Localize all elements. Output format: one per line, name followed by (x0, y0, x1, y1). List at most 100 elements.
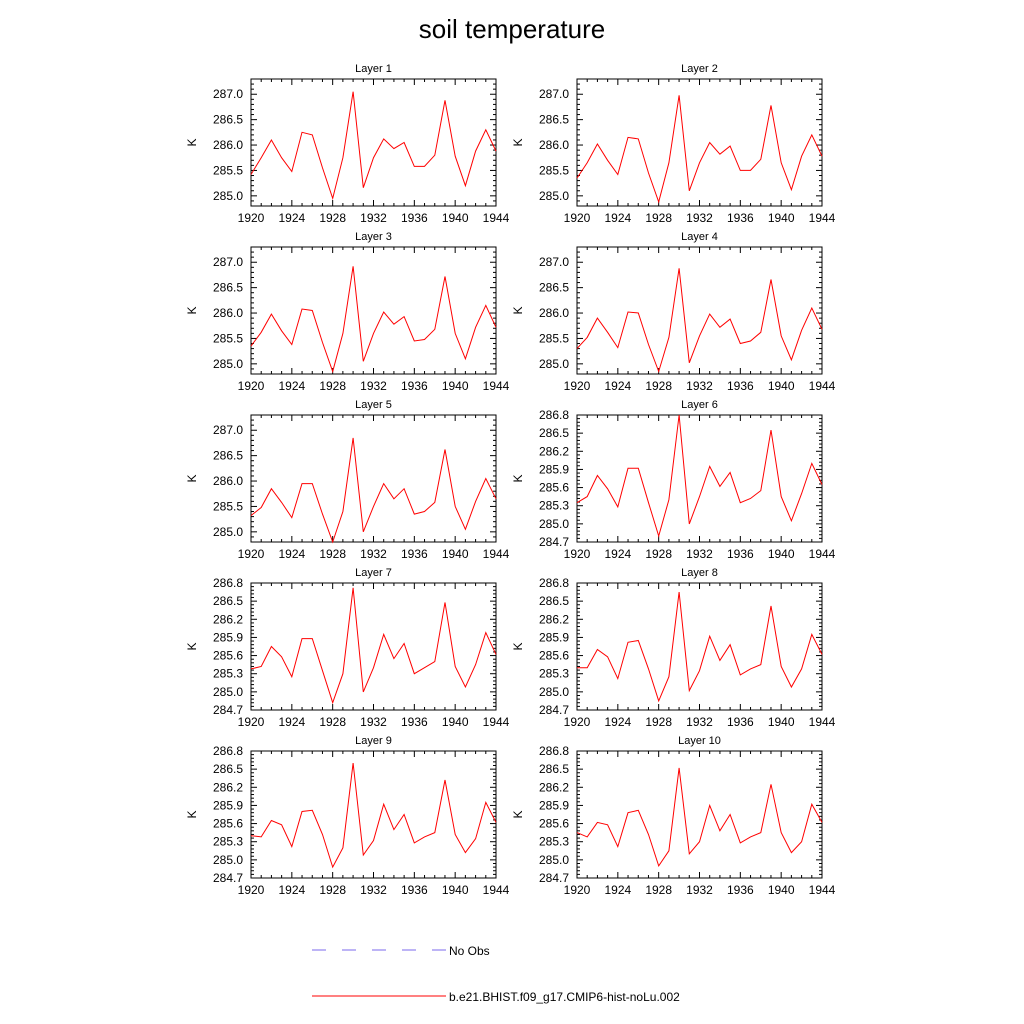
plot-frame (576, 414, 823, 543)
x-tick-label: 1936 (727, 715, 754, 729)
y-tick-label: 286.5 (213, 281, 243, 295)
y-tick-label: 285.0 (213, 685, 243, 699)
y-tick-label: 287.0 (539, 87, 569, 101)
x-tick-label: 1940 (442, 883, 469, 897)
x-tick-label: 1940 (442, 379, 469, 393)
panel-title: Layer 9 (355, 735, 392, 747)
y-tick-label: 286.2 (539, 444, 569, 458)
x-tick-label: 1944 (809, 883, 836, 897)
y-tick-label: 286.8 (539, 744, 569, 758)
panel-title: Layer 3 (355, 231, 392, 243)
panel-2: Layer 2 K 1920 1924 1928 1932 1936 1940 1944 285.… (511, 63, 836, 225)
x-tick-label: 1928 (319, 379, 346, 393)
panel-7: Layer 7 K 1920 1924 1928 1932 1936 1940 1944 284.… (185, 567, 510, 729)
x-tick-label: 1920 (238, 211, 265, 225)
y-tick-label: 286.5 (213, 449, 243, 463)
plot-frame (576, 78, 823, 207)
plot-frame (250, 414, 497, 543)
x-tick-label: 1924 (604, 715, 631, 729)
y-tick-label: 286.2 (539, 612, 569, 626)
x-tick-label: 1932 (686, 883, 713, 897)
y-tick-label: 285.6 (539, 817, 569, 831)
x-tick-label: 1920 (564, 547, 591, 561)
x-tick-label: 1936 (401, 379, 428, 393)
panel-title: Layer 10 (678, 735, 721, 747)
x-tick-label: 1936 (727, 211, 754, 225)
y-tick-label: 285.6 (213, 649, 243, 663)
x-tick-label: 1924 (604, 547, 631, 561)
x-tick-label: 1940 (768, 211, 795, 225)
y-tick-label: 286.5 (213, 113, 243, 127)
panel-10: Layer 10 K 1920 1924 1928 1932 1936 1940 1944 284… (511, 735, 836, 897)
x-tick-label: 1924 (278, 211, 305, 225)
panel-title: Layer 5 (355, 399, 392, 411)
chart-title: soil temperature (418, 14, 606, 44)
y-tick-label: 287.0 (213, 423, 243, 437)
y-tick-label: 286.2 (213, 780, 243, 794)
x-tick-label: 1924 (604, 883, 631, 897)
panel-1: Layer 1 K 1920 1924 1928 1932 1936 1940 1944 285.… (185, 63, 510, 225)
y-tick-label: 285.5 (213, 499, 243, 513)
x-tick-label: 1940 (768, 715, 795, 729)
y-tick-label: 286.0 (539, 306, 569, 320)
y-axis-label: K (185, 138, 199, 146)
y-tick-label: 285.9 (539, 798, 569, 812)
series-line (576, 95, 823, 204)
x-tick-label: 1928 (319, 211, 346, 225)
x-tick-label: 1936 (401, 715, 428, 729)
x-tick-label: 1920 (564, 211, 591, 225)
x-tick-label: 1932 (360, 379, 387, 393)
legend-model-label: b.e21.BHIST.f09_g17.CMIP6-hist-noLu.002 (449, 990, 680, 1004)
y-axis-label: K (511, 474, 525, 482)
y-axis-label: K (185, 306, 199, 314)
x-tick-label: 1924 (604, 379, 631, 393)
legend-obs-label: No Obs (449, 944, 490, 958)
series-line (576, 767, 823, 868)
y-tick-label: 286.0 (213, 138, 243, 152)
x-tick-label: 1944 (483, 883, 510, 897)
x-tick-label: 1932 (360, 211, 387, 225)
y-tick-label: 285.3 (539, 835, 569, 849)
x-tick-label: 1936 (727, 883, 754, 897)
x-tick-label: 1940 (768, 379, 795, 393)
y-tick-label: 287.0 (213, 87, 243, 101)
panel-3: Layer 3 K 1920 1924 1928 1932 1936 1940 1944 285.… (185, 231, 510, 393)
series-line (250, 437, 497, 544)
x-tick-label: 1936 (727, 379, 754, 393)
x-tick-label: 1920 (564, 883, 591, 897)
plot-frame (250, 582, 497, 711)
panel-title: Layer 6 (681, 399, 718, 411)
panel-title: Layer 4 (681, 231, 718, 243)
x-tick-label: 1932 (686, 715, 713, 729)
y-tick-label: 286.5 (539, 762, 569, 776)
y-tick-label: 285.0 (539, 189, 569, 203)
y-tick-label: 285.5 (213, 163, 243, 177)
y-tick-label: 285.3 (539, 667, 569, 681)
y-axis-label: K (185, 474, 199, 482)
y-tick-label: 286.0 (213, 306, 243, 320)
panel-9: Layer 9 K 1920 1924 1928 1932 1936 1940 1944 284.… (185, 735, 510, 897)
plot-frame (250, 78, 497, 207)
y-tick-label: 285.5 (539, 331, 569, 345)
x-tick-label: 1924 (278, 715, 305, 729)
y-axis-label: K (511, 642, 525, 650)
y-tick-label: 286.8 (213, 744, 243, 758)
y-tick-label: 285.9 (213, 798, 243, 812)
panel-title: Layer 8 (681, 567, 718, 579)
series-line (250, 266, 497, 374)
y-tick-label: 285.0 (213, 525, 243, 539)
x-tick-label: 1936 (727, 547, 754, 561)
series-line (250, 91, 497, 201)
y-tick-label: 286.5 (539, 113, 569, 127)
panel-title: Layer 7 (355, 567, 392, 579)
x-tick-label: 1928 (645, 547, 672, 561)
x-tick-label: 1920 (564, 715, 591, 729)
x-tick-label: 1928 (319, 547, 346, 561)
plot-frame (576, 246, 823, 375)
x-tick-label: 1924 (278, 547, 305, 561)
x-tick-label: 1940 (768, 883, 795, 897)
y-tick-label: 286.0 (213, 474, 243, 488)
y-axis-label: K (185, 810, 199, 818)
x-tick-label: 1928 (645, 211, 672, 225)
